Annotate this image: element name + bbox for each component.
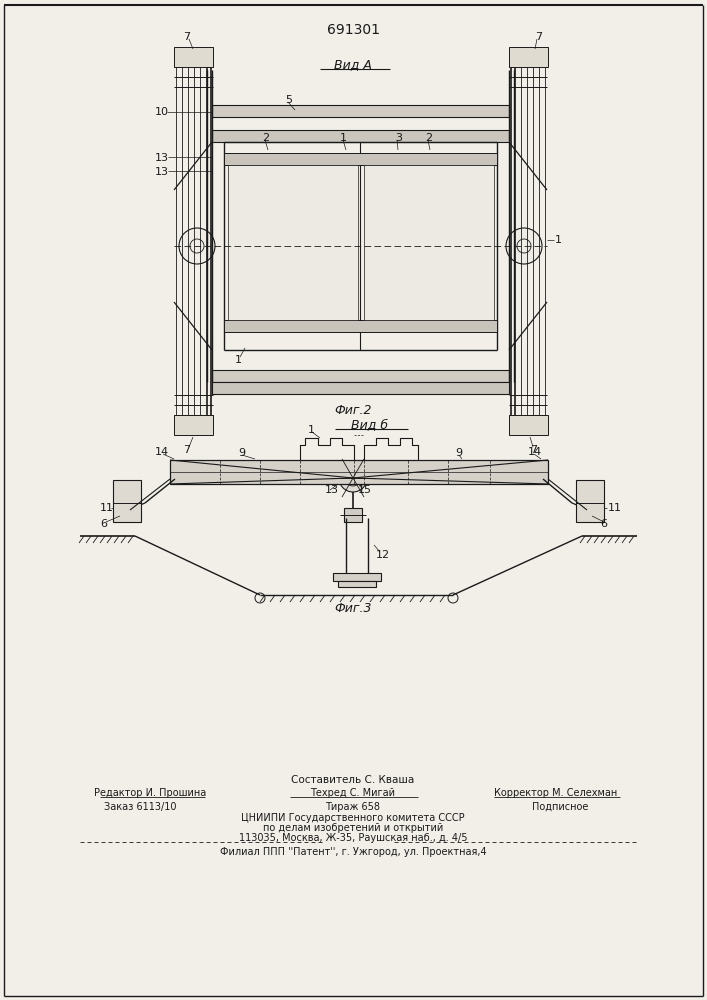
Text: Подписное: Подписное	[532, 802, 588, 812]
Text: 13: 13	[155, 167, 169, 177]
Bar	[212, 105, 509, 117]
Text: 1: 1	[235, 355, 242, 365]
Bar	[212, 370, 509, 382]
Text: Фиг.3: Фиг.3	[334, 601, 372, 614]
Bar	[174, 415, 213, 435]
Text: 2: 2	[425, 133, 432, 143]
Text: 10: 10	[155, 107, 169, 117]
Text: 3: 3	[395, 133, 402, 143]
Bar	[344, 508, 362, 522]
Text: Редактор И. Прошина: Редактор И. Прошина	[94, 788, 206, 798]
Text: 11: 11	[608, 503, 622, 513]
Bar	[509, 47, 548, 67]
Circle shape	[179, 228, 215, 264]
Text: 11: 11	[100, 503, 114, 513]
Bar	[170, 460, 548, 484]
Text: 7: 7	[183, 32, 190, 42]
Circle shape	[580, 503, 594, 517]
Text: 113035, Москва, Ж-35, Раушская наб., д. 4/5: 113035, Москва, Ж-35, Раушская наб., д. …	[239, 833, 467, 843]
Text: 9: 9	[238, 448, 245, 458]
Text: 12: 12	[376, 550, 390, 560]
Text: Филиал ППП ''Патент'', г. Ужгород, ул. Проектная,4: Филиал ППП ''Патент'', г. Ужгород, ул. П…	[220, 847, 486, 857]
Bar	[174, 47, 213, 67]
Text: Заказ 6113/10: Заказ 6113/10	[104, 802, 176, 812]
Bar	[224, 320, 497, 332]
Text: Составитель С. Кваша: Составитель С. Кваша	[291, 775, 414, 785]
Circle shape	[345, 470, 361, 486]
Bar	[212, 130, 509, 142]
Text: 1: 1	[340, 133, 347, 143]
Circle shape	[339, 464, 367, 492]
Text: Тираж 658: Тираж 658	[325, 802, 380, 812]
Bar	[113, 480, 141, 522]
Text: 1: 1	[308, 425, 315, 435]
Text: 5: 5	[285, 95, 292, 105]
Text: Вид А: Вид А	[334, 58, 372, 72]
Bar	[576, 480, 604, 522]
Bar	[228, 165, 358, 320]
Bar	[364, 165, 494, 320]
Text: 691301: 691301	[327, 23, 380, 37]
Text: Фиг.2: Фиг.2	[334, 403, 372, 416]
Text: 14: 14	[528, 447, 542, 457]
Text: 6: 6	[100, 519, 107, 529]
Text: 13: 13	[155, 153, 169, 163]
Circle shape	[123, 503, 137, 517]
Text: Техред С. Мигай: Техред С. Мигай	[310, 788, 395, 798]
Text: 15: 15	[358, 485, 372, 495]
Text: 14: 14	[155, 447, 169, 457]
Text: 7: 7	[183, 445, 190, 455]
Bar	[224, 153, 497, 165]
Text: 9: 9	[455, 448, 462, 458]
Bar	[333, 573, 381, 581]
Bar	[338, 581, 376, 587]
Bar	[212, 382, 509, 394]
Circle shape	[127, 507, 133, 513]
Text: 7: 7	[535, 32, 542, 42]
Text: Вид б: Вид б	[351, 418, 389, 432]
Text: 1: 1	[555, 235, 562, 245]
Text: по делам изобретений и открытий: по делам изобретений и открытий	[263, 823, 443, 833]
Text: ЦНИИПИ Государственного комитета СССР: ЦНИИПИ Государственного комитета СССР	[241, 813, 464, 823]
Circle shape	[584, 507, 590, 513]
Text: 2: 2	[262, 133, 269, 143]
Bar	[509, 415, 548, 435]
Text: 6: 6	[600, 519, 607, 529]
Circle shape	[506, 228, 542, 264]
Text: Корректор М. Селехман: Корректор М. Селехман	[494, 788, 618, 798]
Text: 7: 7	[530, 445, 537, 455]
Text: 13: 13	[325, 485, 339, 495]
